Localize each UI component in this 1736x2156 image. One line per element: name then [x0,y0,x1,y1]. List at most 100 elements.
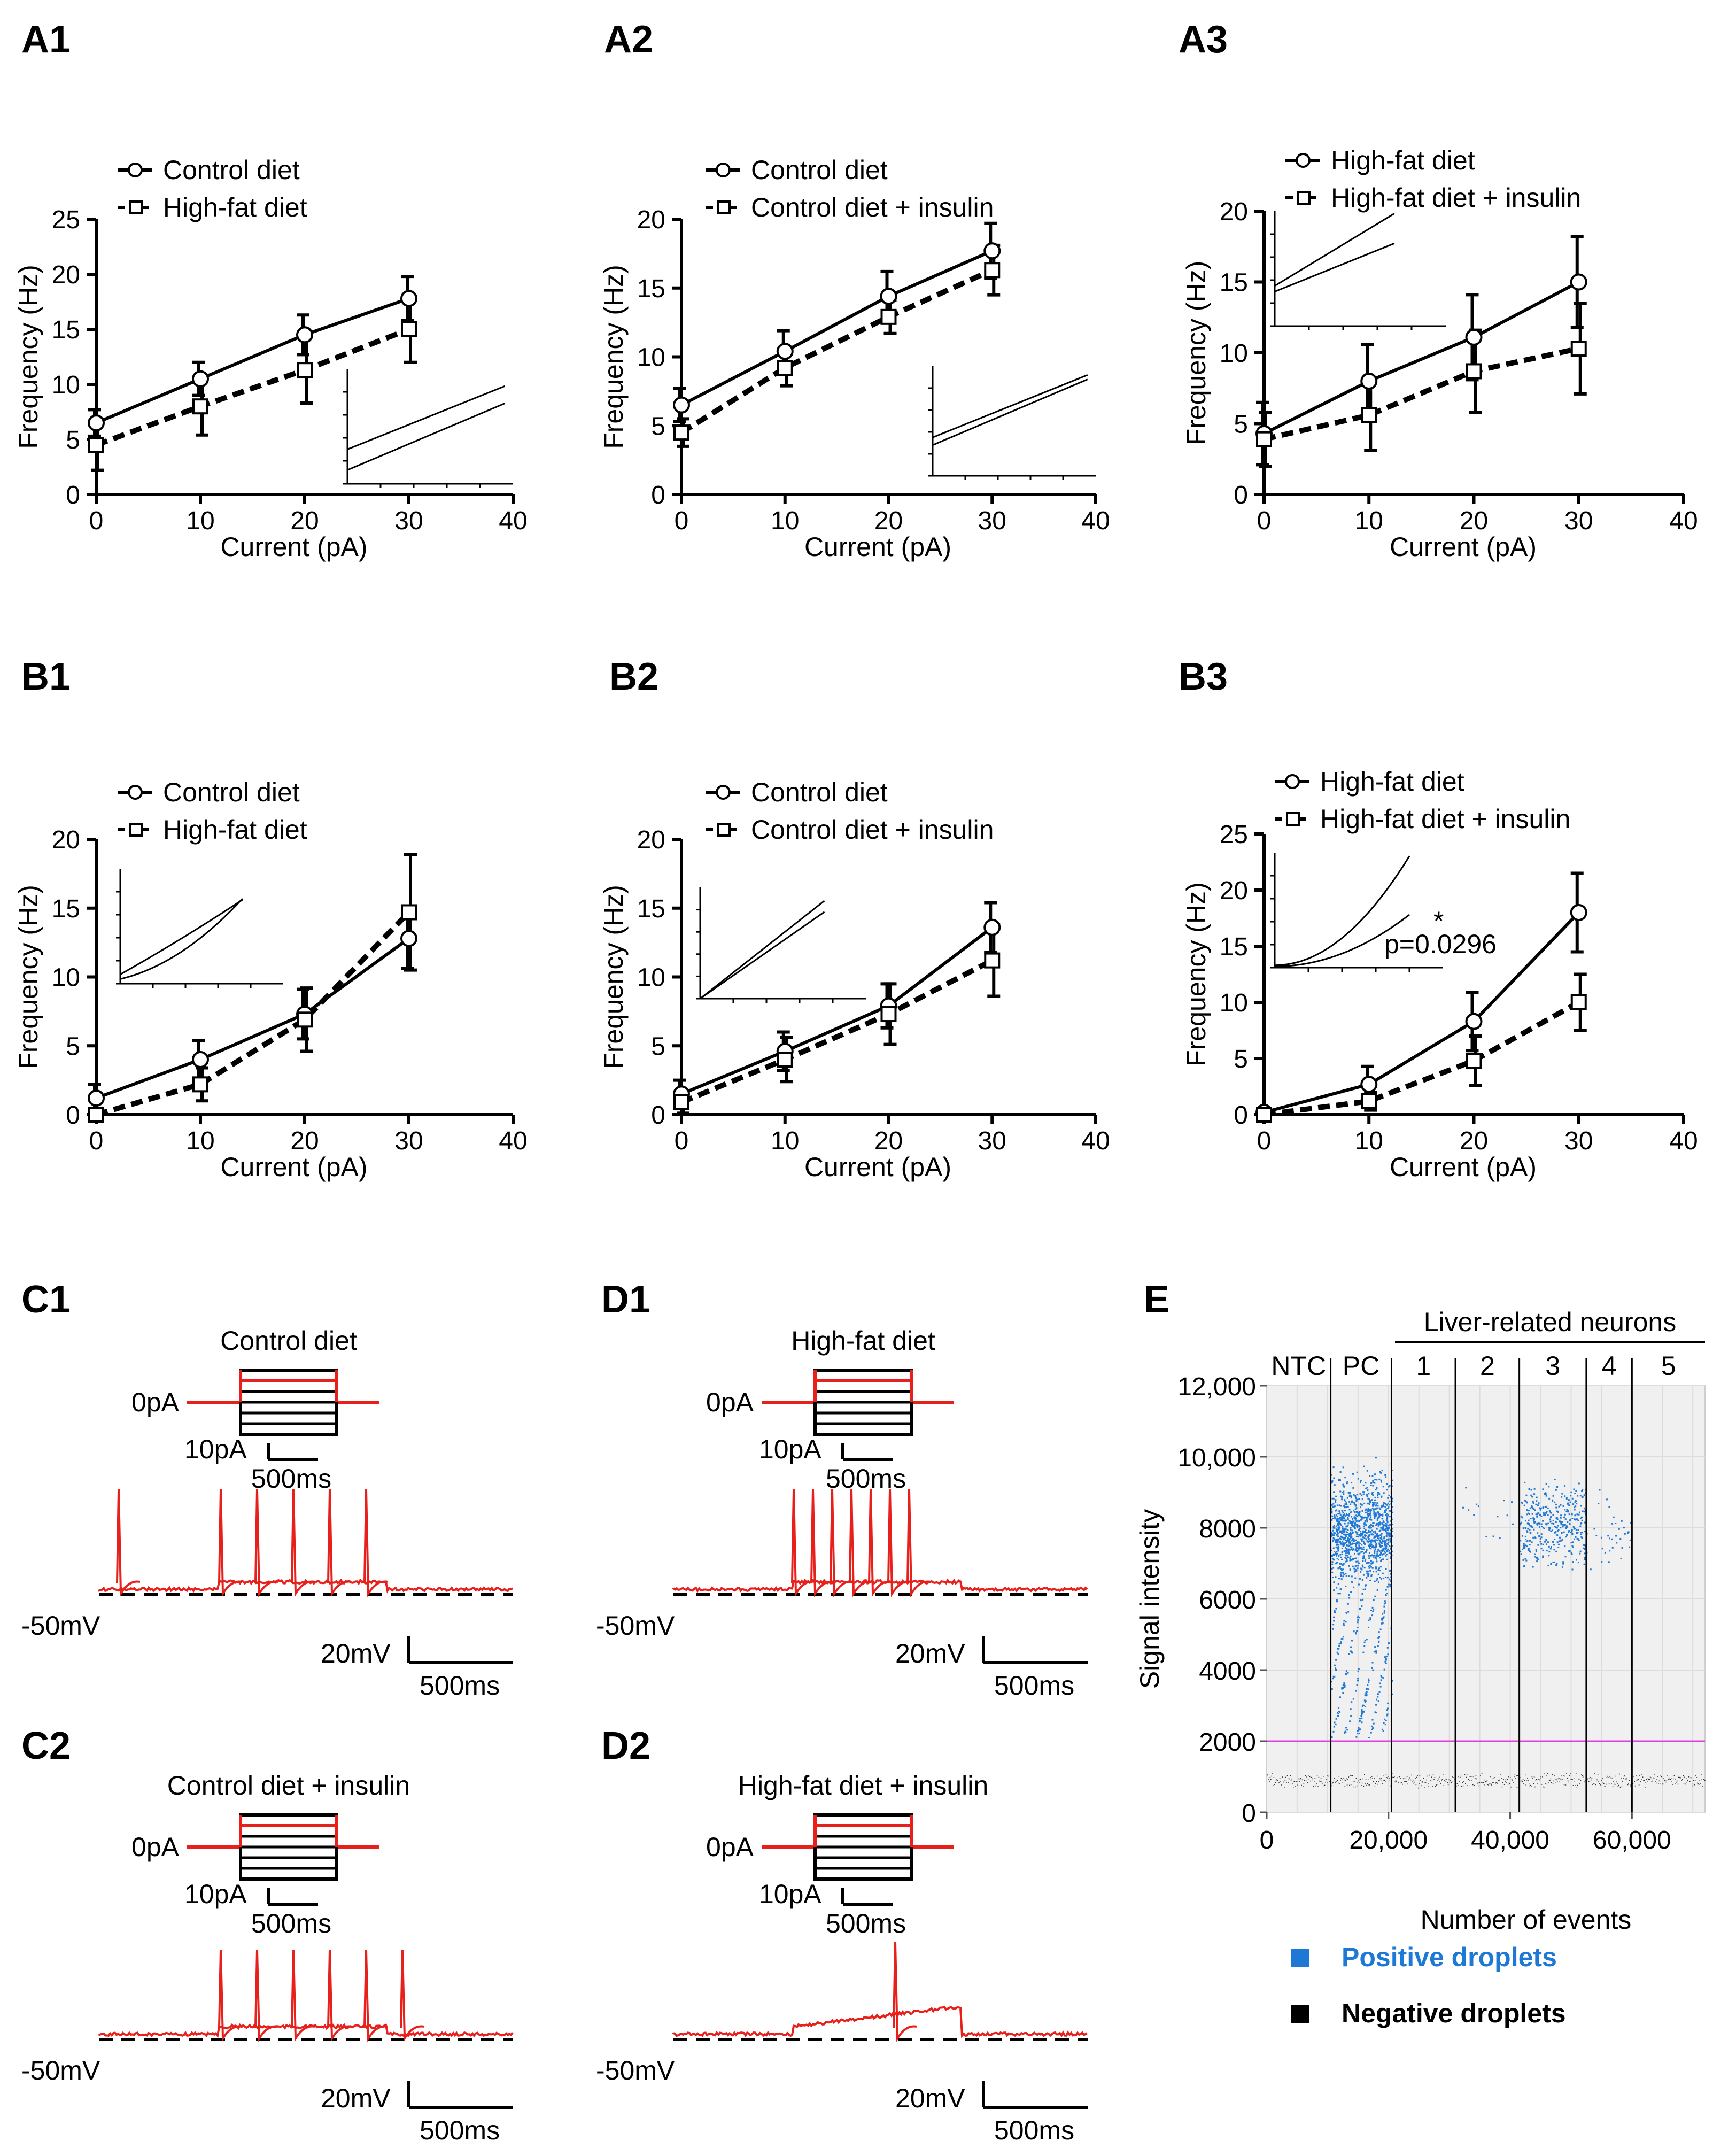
data-point-square [984,952,1001,969]
legend-circle-marker [128,163,143,177]
x-tick-label: 40 [499,507,527,535]
data-point-circle [88,1089,105,1107]
step-size-label: 10pA [184,1879,247,1909]
x-tick-label: 20,000 [1349,1826,1428,1854]
y-tick-label: 25 [52,206,80,234]
y-tick-label: 15 [637,895,665,923]
x-tick-label: 30 [394,507,423,535]
x-tick-label: 0 [675,1127,689,1155]
y-tick-label: 20 [52,261,80,289]
x-tick-label: 10 [1355,507,1383,535]
panel-label-d1: D1 [601,1278,650,1321]
scale-time-label: 500ms [994,1671,1074,1701]
step-time-label: 500ms [251,1908,331,1938]
legend-label: Control diet [163,155,300,185]
trace-panel-c2: Control diet + insulin0pA10pA500ms-50mV2… [21,1771,514,2145]
legend-swatch [1291,1949,1309,1967]
y-axis-label: Frequency (Hz) [13,885,43,1069]
y-tick-label: 15 [1220,933,1248,961]
data-point-square [1570,341,1587,357]
data-point-circle [1360,1076,1378,1093]
data-point-square [777,360,793,376]
y-tick-label: 0 [66,1101,80,1130]
data-point-circle [296,326,313,344]
lane-label: 4 [1602,1351,1617,1381]
step-time-label: 500ms [826,1464,906,1494]
data-point-circle [983,918,1001,936]
positive-droplets-PC [1330,1457,1393,1738]
x-tick-label: 20 [1460,1127,1488,1155]
action-potential [893,1941,917,2042]
legend-label: Control diet [751,155,888,185]
data-point-circle [1465,1013,1483,1030]
legend-label: High-fat diet [163,192,307,222]
x-axis-label: Current (pA) [804,532,951,562]
chart-a1: 0 5 10 15 20 25 0 10 20 30 40 Current (pA) Frequency… [13,155,528,562]
series-line-1 [680,249,993,407]
inset-fit-line [1274,242,1395,292]
data-point-square [401,904,417,921]
trace-title: Control diet [220,1326,357,1356]
data-point-square [192,1076,208,1093]
data-point-circle [192,1051,209,1068]
series-line-2 [1263,346,1579,442]
data-point-circle [776,343,794,360]
x-tick-label: 20 [290,507,319,535]
data-point-circle [1360,373,1378,390]
data-point-circle [673,396,690,414]
data-point-square [1256,431,1272,447]
legend-label: Control diet + insulin [751,192,994,222]
step-zero-label: 0pA [706,1832,754,1862]
lane-label: 5 [1661,1351,1676,1381]
scale-time-label: 500ms [994,2115,1074,2145]
x-tick-label: 30 [1564,507,1593,535]
data-point-square [984,262,1001,279]
data-point-square [880,308,897,325]
y-tick-label: 15 [637,275,665,303]
scale-voltage-label: 20mV [895,2083,965,2113]
y-axis-label: Frequency (Hz) [599,265,629,449]
y-axis-label: Frequency (Hz) [13,265,43,449]
y-tick-label: 0 [1234,481,1248,509]
y-tick-label: 4000 [1199,1657,1256,1686]
chart-b1: 0 5 10 15 20 0 10 20 30 40 Current (pA) Frequency (… [13,777,528,1182]
legend-label: Control diet [751,777,888,807]
lane-label: 3 [1545,1351,1560,1381]
legend-label: Control diet + insulin [751,815,994,845]
data-point-circle [88,414,105,432]
action-potential [218,1488,243,1597]
y-tick-label: 0 [651,481,665,509]
inset-fit-line [347,403,506,471]
y-tick-label: 0 [651,1101,665,1130]
x-tick-label: 10 [186,1127,214,1155]
action-potential [868,1488,893,1597]
x-axis-label: Number of events [1421,1905,1632,1935]
chart-e: 0 2000 4000 6000 8000 10,000 12,000 0 20,000 40,0… [1135,1307,1706,2028]
y-tick-label: 5 [66,426,80,454]
series-line-2 [95,910,411,1117]
step-zero-label: 0pA [706,1387,754,1417]
y-tick-label: 10 [52,371,80,399]
y-tick-label: 5 [1234,411,1248,439]
data-point-square [1361,407,1377,423]
membrane-trace [98,2023,514,2038]
scale-voltage-label: 20mV [321,1639,391,1668]
y-axis-label: Frequency (Hz) [599,885,629,1069]
chart-b3: 0 5 10 15 20 25 0 10 20 30 40 Current (pA) Frequency… [1181,767,1698,1182]
trace-title: High-fat diet [791,1326,935,1356]
action-potential [254,1949,279,2042]
x-tick-label: 30 [978,507,1006,535]
inset [1270,211,1446,330]
negative-droplets [1267,1773,1706,1789]
x-tick-label: 0 [1257,1127,1272,1155]
y-tick-label: 5 [66,1032,80,1061]
y-tick-label: 10 [52,964,80,992]
inset-fit-curve [1274,914,1410,968]
x-tick-label: 20 [290,1127,319,1155]
baseline-voltage-label: -50mV [596,1611,675,1641]
y-tick-label: 20 [1220,877,1248,905]
legend-label: High-fat diet [1320,767,1464,797]
data-point-square [297,362,313,378]
panel-label-c1: C1 [21,1278,71,1321]
